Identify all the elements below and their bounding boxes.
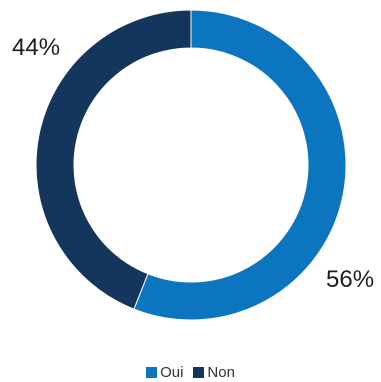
donut-slice-non[interactable] (35, 9, 192, 310)
legend-swatch-oui (146, 367, 158, 378)
donut-slice-oui[interactable] (133, 9, 347, 321)
legend-item-oui[interactable]: Oui (146, 364, 183, 381)
legend-swatch-non (193, 367, 205, 378)
legend-label-non: Non (207, 364, 235, 381)
slice-label-non: 44% (12, 34, 61, 61)
legend: Oui Non (0, 364, 381, 381)
legend-label-oui: Oui (160, 364, 184, 381)
legend-item-non[interactable]: Non (193, 364, 235, 381)
slice-label-oui: 56% (326, 266, 375, 293)
